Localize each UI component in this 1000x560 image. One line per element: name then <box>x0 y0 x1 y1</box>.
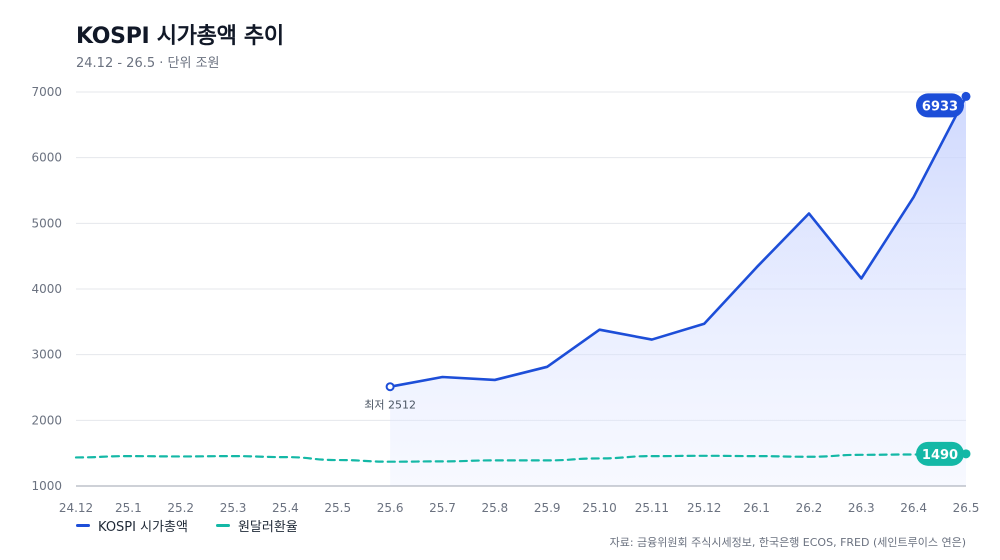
legend-swatch-kospi <box>76 524 90 527</box>
y-tick-label: 1000 <box>31 479 62 493</box>
x-tick-label: 26.1 <box>743 501 770 515</box>
x-tick-label: 26.5 <box>953 501 980 515</box>
x-tick-label: 25.8 <box>481 501 508 515</box>
x-tick-label: 25.5 <box>324 501 351 515</box>
x-tick-label: 25.12 <box>687 501 721 515</box>
kospi-end-point <box>961 91 971 101</box>
chart-title: KOSPI 시가총액 추이 <box>76 24 284 49</box>
x-tick-label: 25.4 <box>272 501 299 515</box>
legend: KOSPI 시가총액 원달러환율 <box>76 516 298 535</box>
x-tick-label: 25.11 <box>635 501 669 515</box>
x-tick-label: 25.6 <box>377 501 404 515</box>
legend-item-fx[interactable]: 원달러환율 <box>215 516 298 535</box>
kospi-line <box>388 95 968 389</box>
x-tick-label: 26.2 <box>796 501 823 515</box>
fx-end-badge: 1490 <box>916 441 964 466</box>
fx-line <box>74 452 968 463</box>
legend-label-fx: 원달러환율 <box>237 520 298 535</box>
area-layer <box>390 96 966 487</box>
x-tick-label: 25.9 <box>534 501 561 515</box>
kospi-min-label: 최저 2512 <box>364 399 416 412</box>
kospi-area <box>390 96 966 487</box>
x-tick-label: 24.12 <box>59 501 93 515</box>
fx-end-badge-bg <box>916 441 964 466</box>
source-note: 자료: 금융위원회 주식시세정보, 한국은행 ECOS, FRED (세인트루이… <box>609 536 966 549</box>
kospi-end-badge: 6933 <box>916 93 964 118</box>
x-tick-label: 25.1 <box>115 501 142 515</box>
y-tick-label: 2000 <box>31 413 62 427</box>
x-tick-label: 25.3 <box>220 501 247 515</box>
series-lines <box>74 91 971 463</box>
y-tick-label: 4000 <box>31 282 62 296</box>
chart-subtitle: 24.12 - 26.5 · 단위 조원 <box>76 56 220 71</box>
x-tick-label: 25.7 <box>429 501 456 515</box>
fx-end-badge-text: 1490 <box>922 448 958 463</box>
labels: 최저 2512 6933 1490 <box>364 93 964 466</box>
x-tick-label: 25.10 <box>582 501 616 515</box>
x-tick-label: 26.4 <box>900 501 927 515</box>
y-tick-label: 5000 <box>31 216 62 230</box>
kospi-end-badge-text: 6933 <box>922 99 958 114</box>
y-tick-label: 7000 <box>31 85 62 99</box>
kospi-end-badge-bg <box>916 93 964 118</box>
y-tick-label: 3000 <box>31 348 62 362</box>
legend-swatch-fx <box>215 524 230 527</box>
x-tick-label: 26.3 <box>848 501 875 515</box>
legend-label-kospi: KOSPI 시가총액 <box>98 520 188 535</box>
axes: 1000 2000 3000 4000 5000 6000 7000 24.12 25.1 25.… <box>31 85 979 515</box>
y-tick-label: 6000 <box>31 151 62 165</box>
kospi-min-point <box>385 382 395 392</box>
legend-item-kospi[interactable]: KOSPI 시가총액 <box>76 516 188 535</box>
x-tick-label: 25.2 <box>167 501 194 515</box>
